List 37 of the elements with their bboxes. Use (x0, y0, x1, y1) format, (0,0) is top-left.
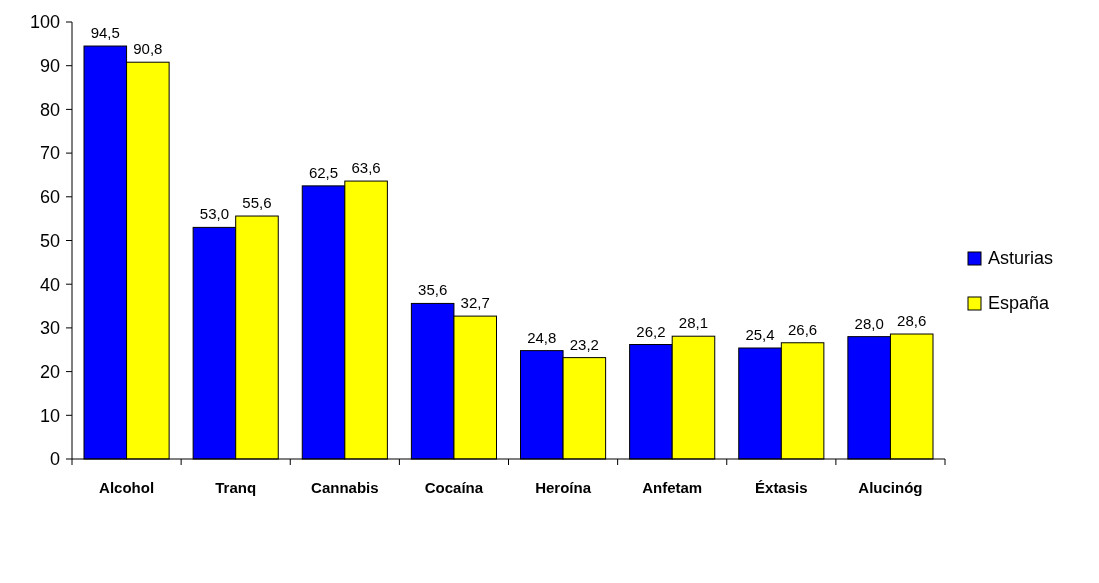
data-label: 63,6 (351, 159, 381, 177)
x-tick-label: Éxtasis (755, 479, 808, 496)
data-label: 32,7 (460, 294, 490, 312)
data-label: 23,2 (569, 335, 599, 353)
data-label: 55,6 (242, 194, 272, 212)
data-label: 62,5 (308, 163, 339, 181)
data-label: 24,8 (527, 328, 557, 346)
data-label: 28,0 (854, 314, 884, 332)
y-tick-label: 60 (39, 187, 60, 208)
x-tick-label: Alcohol (99, 479, 155, 496)
y-tick-label: 20 (39, 361, 60, 382)
x-tick-label: Heroína (535, 479, 592, 496)
y-tick-label: 90 (39, 56, 60, 76)
y-tick-label: 30 (39, 318, 60, 339)
data-label: 94,5 (90, 24, 120, 42)
legend-label: España (988, 293, 1051, 314)
x-tick-label: Tranq (215, 479, 257, 496)
x-tick-label: Cocaína (424, 479, 484, 496)
data-label: 28,1 (678, 314, 709, 332)
y-tick-label: 80 (39, 99, 60, 120)
y-tick-label: 100 (29, 12, 60, 33)
x-tick-label: Alucinóg (858, 479, 923, 496)
data-label: 35,6 (418, 281, 448, 299)
x-tick-label: Cannabis (311, 479, 379, 496)
y-tick-label: 40 (39, 274, 60, 295)
x-tick-label: Anfetam (642, 479, 703, 496)
y-tick-label: 10 (39, 405, 60, 426)
y-tick-label: 0 (49, 449, 60, 470)
data-label: 28,6 (897, 312, 927, 330)
data-label: 25,4 (745, 326, 775, 343)
data-label: 26,6 (787, 320, 818, 338)
data-label: 90,8 (133, 40, 163, 58)
y-tick-label: 50 (39, 230, 60, 251)
data-label: 26,2 (636, 322, 666, 340)
y-tick-label: 70 (39, 143, 60, 164)
legend-label: Asturias (988, 248, 1054, 269)
data-label: 53,0 (199, 205, 230, 223)
